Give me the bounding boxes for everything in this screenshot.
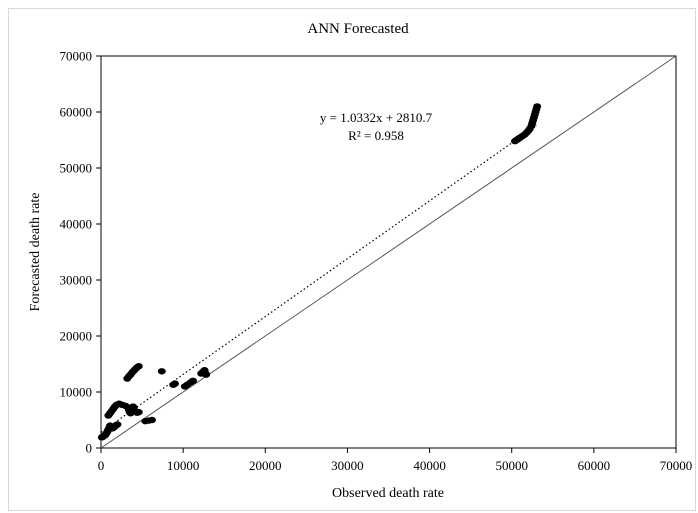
y-tick-label: 10000 xyxy=(60,385,93,400)
data-point xyxy=(134,363,143,370)
x-tick-label: 70000 xyxy=(660,458,693,473)
y-axis-label: Forecasted death rate xyxy=(28,193,43,312)
data-point xyxy=(170,380,179,387)
x-tick-label: 30000 xyxy=(331,458,364,473)
y-tick-label: 40000 xyxy=(60,217,93,232)
x-tick-label: 50000 xyxy=(495,458,528,473)
x-tick-label: 10000 xyxy=(167,458,200,473)
data-point xyxy=(533,103,542,110)
data-point xyxy=(157,368,166,375)
y-tick-label: 70000 xyxy=(60,49,93,64)
plot-area xyxy=(100,55,677,449)
y-tick-label: 50000 xyxy=(60,161,93,176)
x-tick-label: 0 xyxy=(98,458,105,473)
data-point xyxy=(134,408,143,416)
y-tick-label: 30000 xyxy=(60,273,93,288)
x-axis-label: Observed death rate xyxy=(332,486,444,501)
r-squared-label: R² = 0.958 xyxy=(348,128,404,143)
y-tick-label: 20000 xyxy=(60,329,93,344)
x-tick-label: 40000 xyxy=(413,458,446,473)
data-point xyxy=(147,416,156,424)
data-point xyxy=(202,371,211,378)
data-point xyxy=(189,377,197,384)
y-axis-ticks: 0 10000 20000 30000 40000 50000 60000 70000 xyxy=(60,49,101,456)
x-tick-label: 60000 xyxy=(578,458,611,473)
chart-svg: ANN Forecasted 0 10000 20000 30000 40000 5000… xyxy=(28,21,693,501)
data-points xyxy=(97,103,542,441)
y-tick-label: 60000 xyxy=(60,105,93,120)
data-point xyxy=(113,421,122,428)
chart-frame: ANN Forecasted 0 10000 20000 30000 40000 5000… xyxy=(8,8,696,511)
x-axis-ticks: 0 10000 20000 30000 40000 50000 60000 70000 xyxy=(98,448,693,473)
x-tick-label: 20000 xyxy=(249,458,282,473)
reference-line xyxy=(100,55,677,449)
chart-title: ANN Forecasted xyxy=(307,21,409,37)
trendline xyxy=(100,125,537,433)
equation-label: y = 1.0332x + 2810.7 xyxy=(320,110,433,125)
y-tick-label: 0 xyxy=(86,441,93,456)
